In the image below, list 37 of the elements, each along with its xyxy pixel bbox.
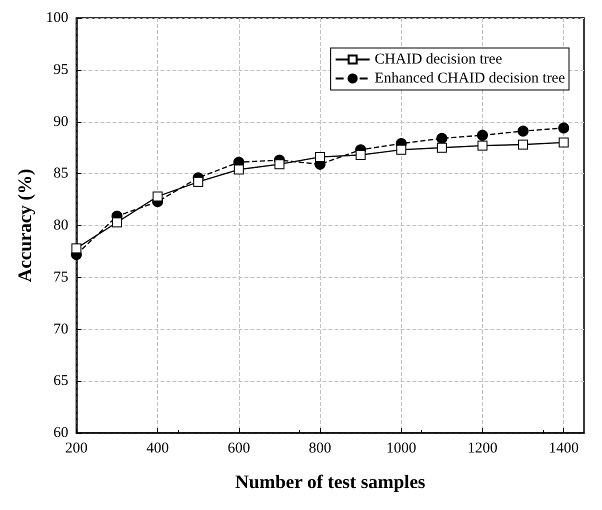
point [71, 243, 82, 254]
point [315, 152, 326, 162]
y-tick-label: 90 [53, 114, 68, 130]
x-tick-label: 1200 [467, 440, 498, 456]
point [476, 130, 488, 141]
y-tick-label: 70 [53, 321, 68, 338]
x-tick-label: 400 [146, 440, 169, 456]
y-tick-label: 65 [53, 373, 68, 390]
point [477, 140, 488, 151]
x-tick-label: 1000 [386, 440, 416, 456]
y-axis-title: Accuracy (%) [15, 168, 36, 282]
y-tick-label: 80 [53, 218, 68, 234]
point [436, 132, 448, 144]
point [112, 217, 122, 228]
y-tick-label: 60 [53, 425, 68, 441]
x-tick-label: 800 [308, 440, 332, 456]
point [193, 176, 204, 187]
x-axis-title: Number of test samples [235, 472, 426, 493]
point [518, 126, 529, 137]
y-tick-label: 75 [53, 269, 68, 286]
y-tick-label: 95 [53, 62, 68, 78]
x-tick-label: 200 [65, 440, 88, 456]
point [518, 140, 528, 150]
x-tick-label: 1400 [548, 440, 579, 456]
point [558, 138, 569, 148]
y-tick-label: 100 [46, 10, 68, 26]
point [356, 150, 366, 160]
x-tick-label: 600 [228, 440, 250, 456]
point [234, 164, 244, 174]
point [558, 122, 570, 134]
legend-label: Enhanced CHAID decision tree [374, 70, 566, 86]
point [274, 159, 284, 170]
y-tick-label: 85 [53, 166, 68, 182]
point [396, 144, 406, 155]
point [152, 191, 163, 202]
legend-label: CHAID decision tree [374, 52, 502, 68]
point [436, 142, 447, 153]
